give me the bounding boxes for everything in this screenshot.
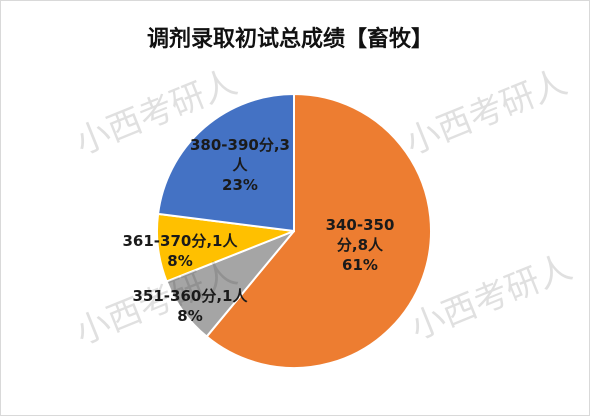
category-label: 361-370分,1人: [122, 232, 238, 250]
value-label: 61%: [342, 256, 378, 274]
value-label: 23%: [222, 176, 258, 194]
category-label: 340-350分,8人: [325, 216, 395, 254]
slice-label: 340-350分,8人 61%: [315, 215, 405, 275]
pie-slice: [156, 92, 295, 233]
category-label: 351-360分,1人: [132, 287, 248, 305]
category-label: 380-390分,3人: [190, 136, 290, 174]
slice-label: 380-390分,3人 23%: [190, 135, 290, 195]
pie-slice: [205, 92, 432, 369]
slice-label: 351-360分,1人 8%: [100, 286, 280, 326]
chart-title: 调剂录取初试总成绩【畜牧】: [147, 26, 433, 52]
slice-label: 361-370分,1人 8%: [90, 231, 270, 271]
value-label: 8%: [177, 307, 203, 325]
value-label: 8%: [167, 252, 193, 270]
